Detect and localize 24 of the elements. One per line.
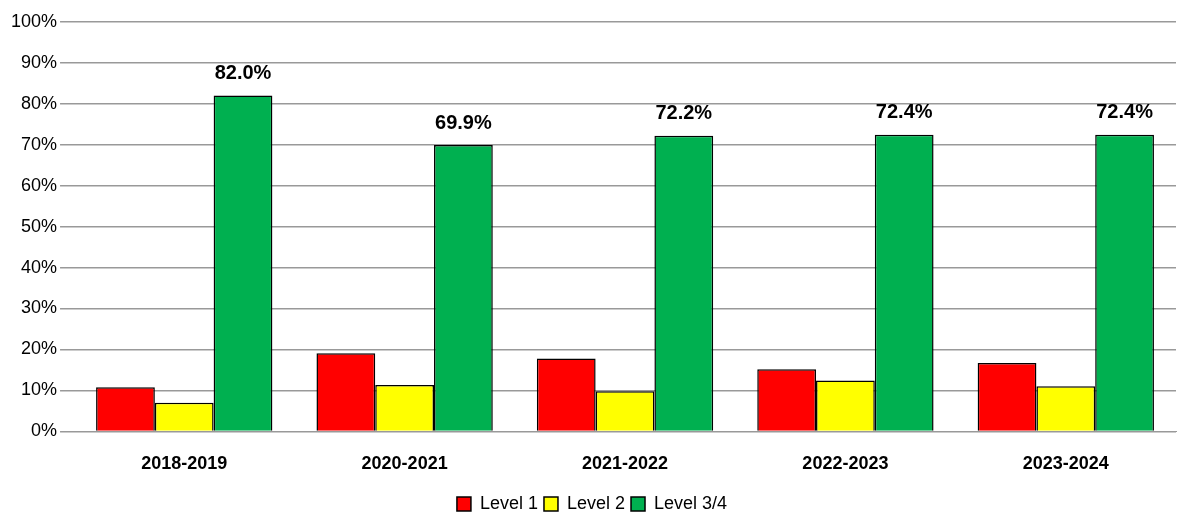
x-tick-label: 2020-2021 bbox=[361, 453, 448, 474]
legend-label: Level 1 bbox=[479, 492, 538, 513]
data-label: 82.0% bbox=[214, 61, 272, 84]
y-tick-label: 40% bbox=[21, 256, 58, 277]
data-label: 72.4% bbox=[1096, 100, 1154, 123]
x-tick-label: 2022-2023 bbox=[802, 453, 889, 474]
y-tick-label: 60% bbox=[21, 174, 58, 195]
y-tick-label: 50% bbox=[21, 215, 58, 236]
y-tick-label: 90% bbox=[21, 51, 58, 72]
legend-label: Level 2 bbox=[566, 492, 626, 513]
x-tick-label: 2021-2022 bbox=[581, 453, 669, 474]
x-tick-label: 2023-2024 bbox=[1022, 453, 1109, 474]
y-tick-label: 80% bbox=[21, 92, 58, 113]
data-label: 69.9% bbox=[435, 110, 492, 133]
data-label: 72.4% bbox=[875, 100, 933, 123]
x-tick-label: 2018-2019 bbox=[141, 453, 228, 474]
y-tick-label: 10% bbox=[21, 379, 58, 400]
legend-label: Level 3/4 bbox=[654, 492, 728, 513]
y-tick-label: 100% bbox=[10, 10, 58, 31]
y-tick-label: 70% bbox=[21, 133, 58, 154]
y-tick-label: 20% bbox=[21, 338, 58, 359]
data-label: 72.2% bbox=[655, 101, 713, 124]
y-tick-label: 30% bbox=[21, 297, 58, 318]
y-tick-label: 0% bbox=[31, 420, 58, 441]
